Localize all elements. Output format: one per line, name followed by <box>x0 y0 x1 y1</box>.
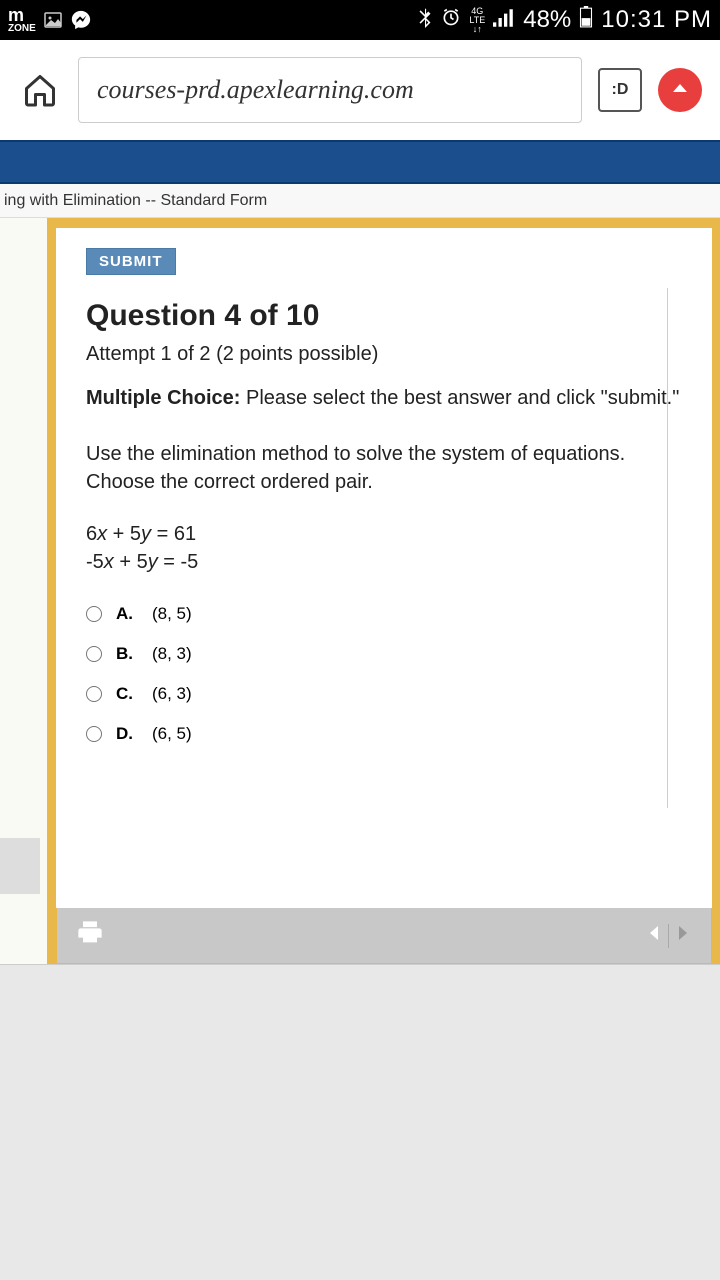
option-letter: A. <box>116 604 138 624</box>
option-value: (6, 3) <box>152 684 192 704</box>
option-b-radio[interactable] <box>86 646 102 662</box>
battery-icon <box>579 6 593 34</box>
option-a[interactable]: A. (8, 5) <box>86 604 682 624</box>
breadcrumb-bar: ing with Elimination -- Standard Form <box>0 184 720 218</box>
option-value: (8, 3) <box>152 644 192 664</box>
content-area: SUBMIT Question 4 of 10 Attempt 1 of 2 (… <box>0 218 720 964</box>
option-d-radio[interactable] <box>86 726 102 742</box>
url-text: courses-prd.apexlearning.com <box>97 75 414 105</box>
quiz-frame: SUBMIT Question 4 of 10 Attempt 1 of 2 (… <box>48 218 720 964</box>
option-value: (8, 5) <box>152 604 192 624</box>
attempt-info: Attempt 1 of 2 (2 points possible) <box>86 343 682 366</box>
option-value: (6, 5) <box>152 724 192 744</box>
option-letter: B. <box>116 644 138 664</box>
nav-divider <box>668 924 669 948</box>
prev-button[interactable] <box>644 923 664 949</box>
option-c-radio[interactable] <box>86 686 102 702</box>
print-button[interactable] <box>75 919 105 952</box>
quiz-panel: SUBMIT Question 4 of 10 Attempt 1 of 2 (… <box>56 228 712 908</box>
reader-mode-button[interactable]: :D <box>598 68 642 112</box>
breadcrumb-text: ing with Elimination -- Standard Form <box>4 192 267 210</box>
gallery-icon <box>42 9 64 31</box>
empty-below <box>0 964 720 1224</box>
nav-arrows <box>644 923 693 949</box>
alarm-icon <box>441 7 461 33</box>
option-b[interactable]: B. (8, 3) <box>86 644 682 664</box>
option-a-radio[interactable] <box>86 606 102 622</box>
question-type-line: Multiple Choice: Please select the best … <box>86 384 682 412</box>
equations-block: 6x + 5y = 61 -5x + 5y = -5 <box>86 520 682 576</box>
option-d[interactable]: D. (6, 5) <box>86 724 682 744</box>
next-button[interactable] <box>673 923 693 949</box>
equation-2: -5x + 5y = -5 <box>86 548 682 576</box>
option-letter: D. <box>116 724 138 744</box>
question-prompt: Use the elimination method to solve the … <box>86 440 682 496</box>
mc-instruction: Please select the best answer and click … <box>240 387 679 409</box>
status-left: m ZONE <box>8 6 92 34</box>
answer-options: A. (8, 5) B. (8, 3) C. (6, 3) D. (6, 5) <box>86 604 682 744</box>
option-letter: C. <box>116 684 138 704</box>
left-tab-handle[interactable] <box>0 838 40 894</box>
vertical-divider <box>667 288 668 808</box>
quiz-footer <box>56 908 712 964</box>
mc-label: Multiple Choice: <box>86 387 240 409</box>
bluetooth-icon <box>417 6 433 34</box>
signal-icon <box>493 7 515 33</box>
app-header-bar <box>0 140 720 184</box>
scroll-up-button[interactable] <box>658 68 702 112</box>
status-right: 4GLTE↓↑ 48% 10:31 PM <box>417 6 712 34</box>
home-button[interactable] <box>18 68 62 112</box>
browser-toolbar: courses-prd.apexlearning.com :D <box>0 40 720 140</box>
submit-button[interactable]: SUBMIT <box>86 248 176 275</box>
equation-1: 6x + 5y = 61 <box>86 520 682 548</box>
android-status-bar: m ZONE 4GLTE↓↑ 48% 10:31 PM <box>0 0 720 40</box>
metro-zone-icon: m ZONE <box>8 6 36 34</box>
messenger-icon <box>70 9 92 31</box>
clock-time: 10:31 PM <box>601 6 712 34</box>
lte-icon: 4GLTE↓↑ <box>469 7 485 34</box>
battery-percent: 48% <box>523 6 571 34</box>
question-title: Question 4 of 10 <box>86 299 682 333</box>
url-bar[interactable]: courses-prd.apexlearning.com <box>78 57 582 123</box>
option-c[interactable]: C. (6, 3) <box>86 684 682 704</box>
